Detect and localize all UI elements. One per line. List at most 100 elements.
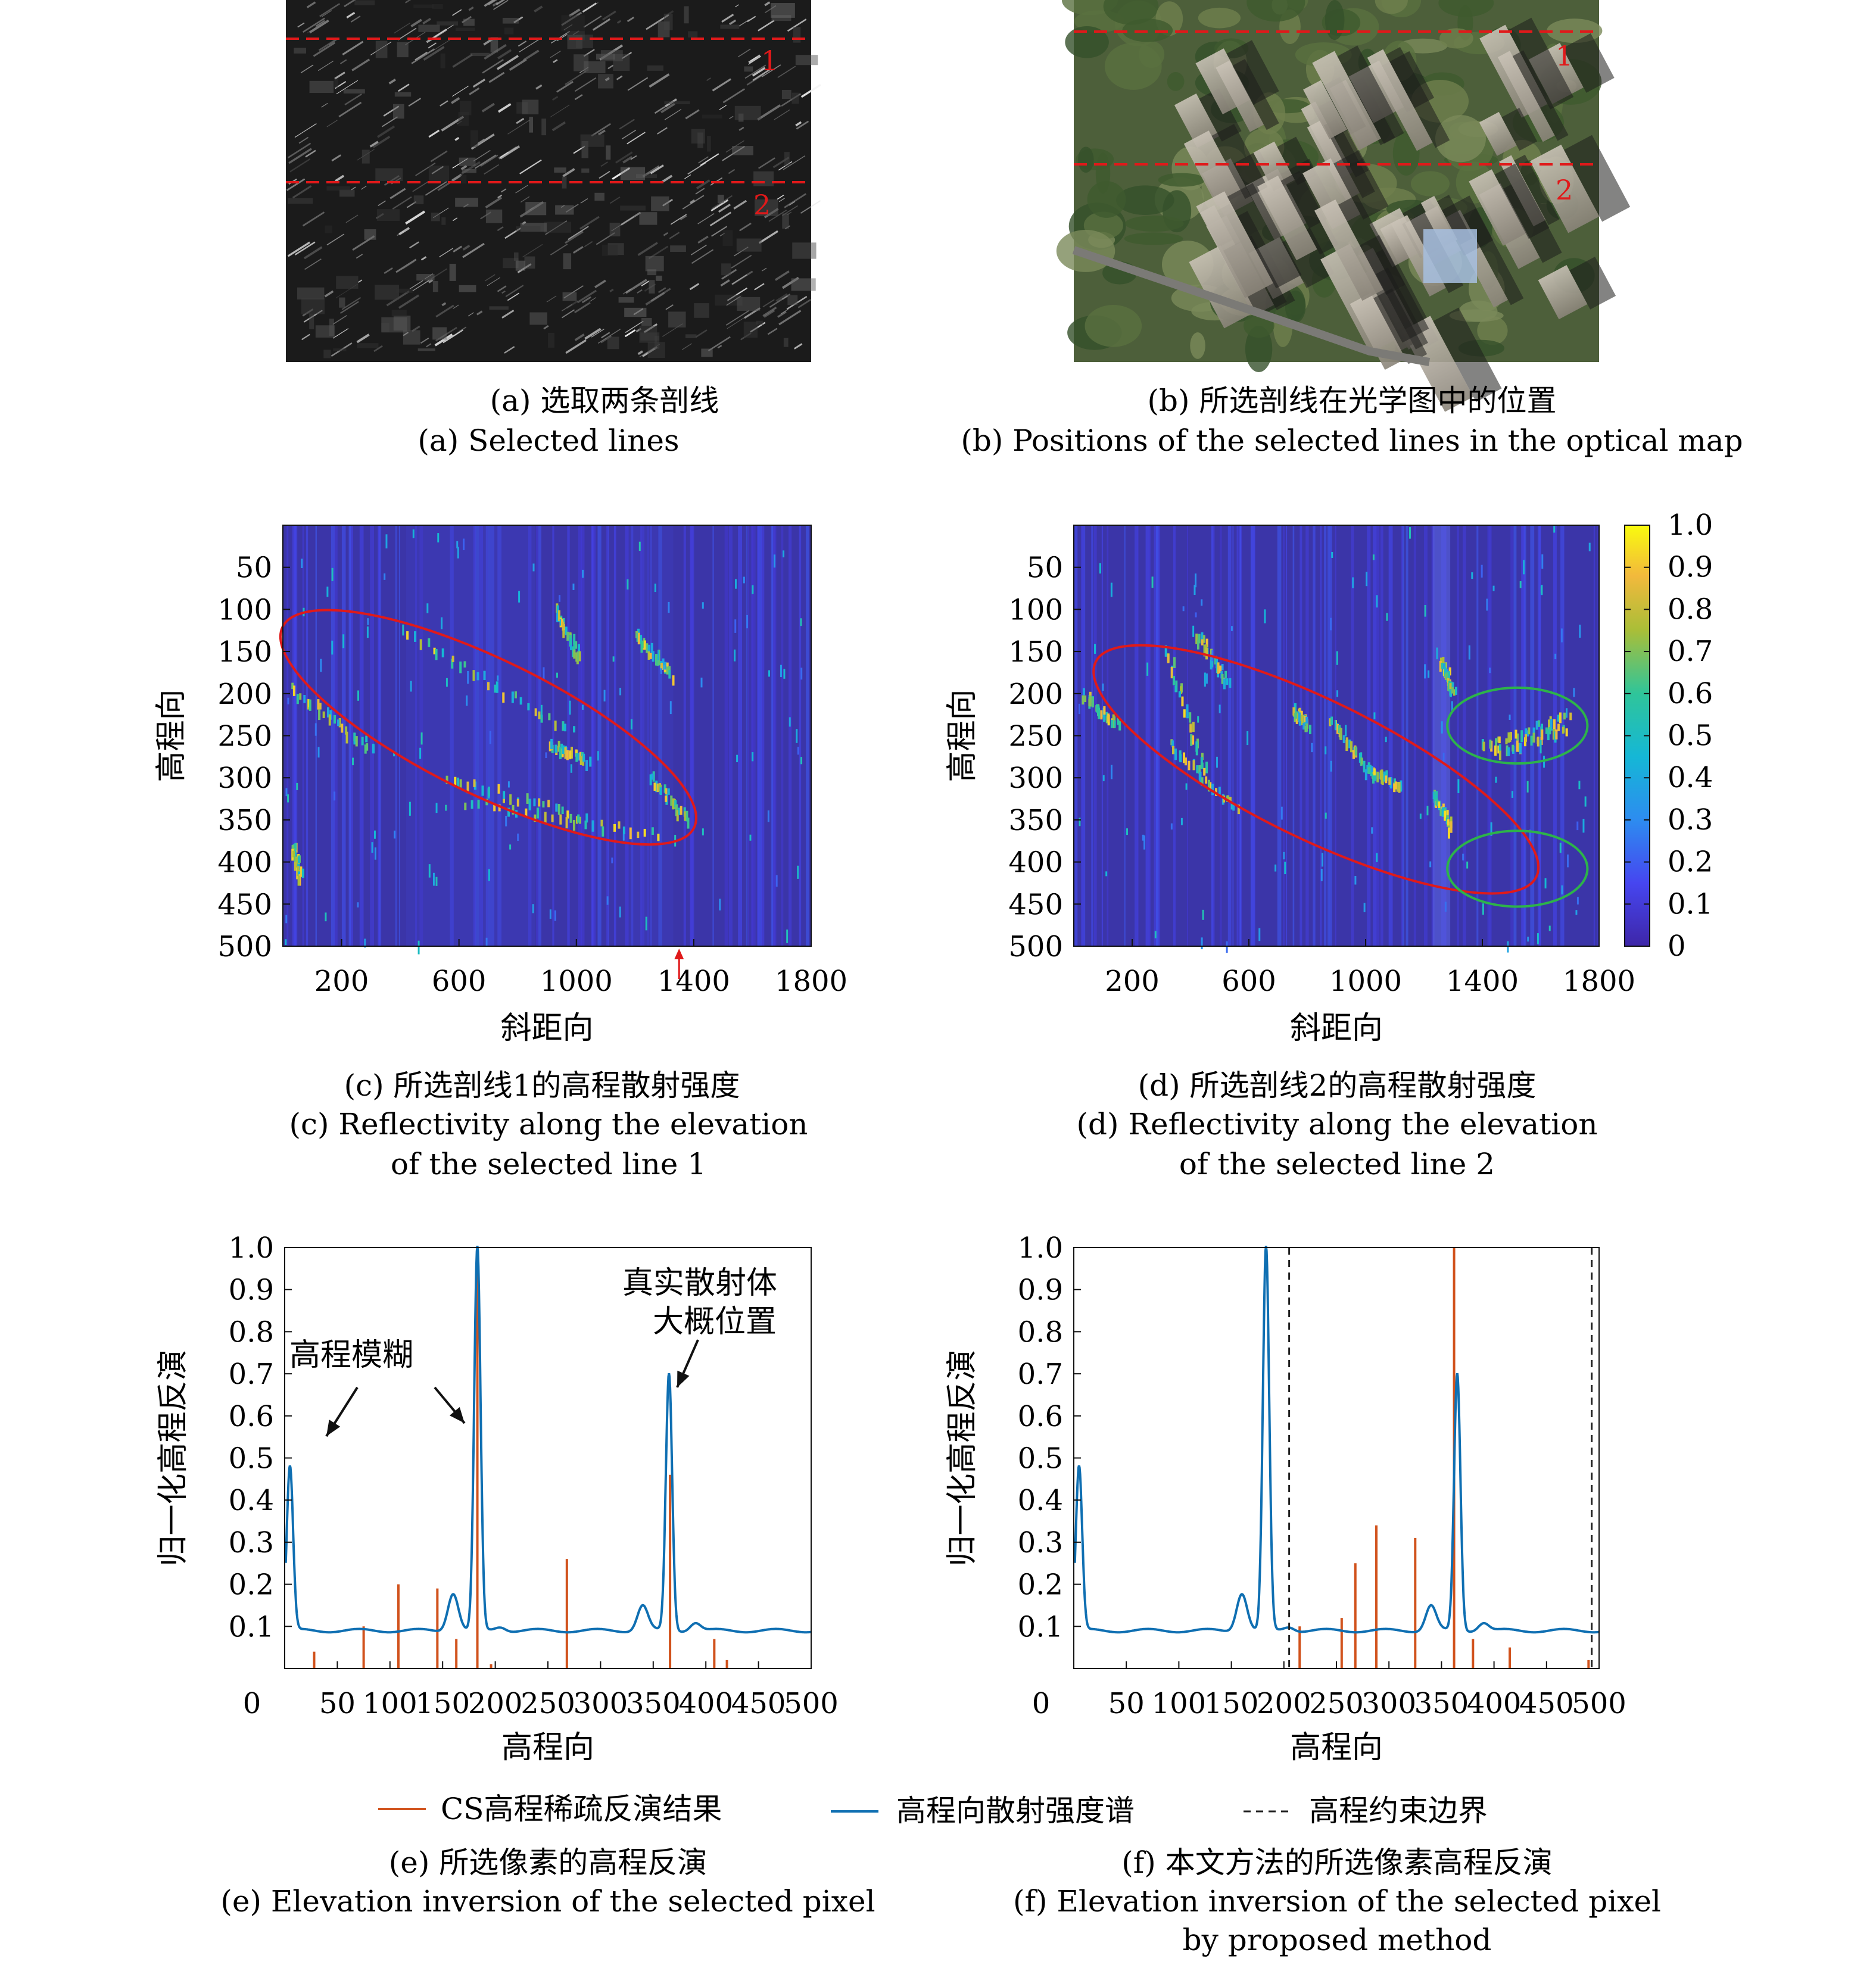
sar-patch xyxy=(771,3,795,18)
scatter-point xyxy=(557,610,560,621)
sar-patch xyxy=(791,278,816,291)
sar-patch xyxy=(620,167,646,180)
scatter-point xyxy=(1367,767,1370,774)
building-shadow xyxy=(1386,46,1450,148)
scatter-point xyxy=(1186,712,1189,719)
sar-speckle xyxy=(287,241,311,257)
scatter-point xyxy=(1192,722,1195,732)
sar-speckle xyxy=(322,10,332,17)
y-tick-label: 0.4 xyxy=(229,1484,274,1517)
scatter-point xyxy=(317,699,320,710)
sar-speckle xyxy=(360,185,367,190)
scatter-point xyxy=(1371,827,1373,834)
sar-patch xyxy=(743,322,758,338)
scatter-point xyxy=(297,866,300,877)
sar-patch xyxy=(440,53,445,68)
scatter-point xyxy=(1154,931,1157,938)
scatter-point xyxy=(357,902,359,907)
y-tick-label: 450 xyxy=(1008,888,1063,921)
sar-speckle xyxy=(453,245,463,253)
sar-speckle xyxy=(654,106,666,114)
sar-speckle xyxy=(695,329,708,338)
sar-patch xyxy=(515,260,526,271)
sar-speckle xyxy=(722,88,745,104)
building xyxy=(1469,169,1526,246)
scatter-point xyxy=(1173,657,1176,668)
scatter-point xyxy=(575,641,578,649)
scatter-point xyxy=(1451,701,1453,713)
x-tick-label: 350 xyxy=(626,1687,681,1720)
sar-speckle xyxy=(619,118,635,130)
x-axis-label: 斜距向 xyxy=(1290,1010,1383,1046)
building xyxy=(1253,141,1295,191)
scatter-point xyxy=(783,669,786,679)
scatter-point xyxy=(445,804,447,811)
heatmap-stripe xyxy=(1158,525,1161,946)
heatmap-stripe xyxy=(647,525,649,946)
scatter-point xyxy=(1449,683,1452,690)
scatter-point xyxy=(1221,673,1224,684)
scatter-point xyxy=(660,668,662,675)
sar-speckle xyxy=(690,199,696,204)
sar-patch xyxy=(375,168,403,181)
scatter-point xyxy=(570,747,573,759)
sar-speckle xyxy=(777,194,784,200)
scatter-point xyxy=(1559,712,1562,723)
scatter-point xyxy=(672,675,675,686)
scatter-point xyxy=(735,579,737,589)
scatter-point xyxy=(1544,878,1547,888)
sar-speckle xyxy=(750,56,758,61)
scatter-point xyxy=(483,670,486,681)
sar-speckle xyxy=(622,129,637,139)
sar-speckle xyxy=(550,104,570,118)
scatter-point xyxy=(1201,937,1203,950)
sar-patch xyxy=(458,112,469,126)
sar-speckle xyxy=(729,19,737,26)
panel-d: (d) 所选剖线2的高程散射强度 (d) Reflectivity along … xyxy=(945,525,1635,1181)
scatter-point xyxy=(1494,746,1497,756)
scatter-point xyxy=(1298,712,1301,722)
sar-patch xyxy=(490,37,498,53)
sar-patch xyxy=(647,65,663,71)
scatter-point xyxy=(328,714,331,726)
x-tick-label: 50 xyxy=(1108,1687,1145,1720)
scatter-point xyxy=(1526,730,1529,737)
scatter-point xyxy=(464,802,467,810)
sar-speckle xyxy=(717,345,722,349)
sar-patch xyxy=(529,312,547,325)
scatter-point xyxy=(1305,716,1308,723)
scatter-point xyxy=(547,800,550,807)
sar-speckle xyxy=(338,101,362,118)
scatter-point xyxy=(1283,852,1285,860)
x-tick-label: 350 xyxy=(1414,1687,1469,1720)
colorbar-tick-label: 0 xyxy=(1668,930,1686,963)
scatter-point xyxy=(789,717,791,727)
scatter-point xyxy=(719,899,721,911)
sar-patch xyxy=(734,105,761,120)
scatter-point xyxy=(1352,750,1355,759)
scatter-point xyxy=(656,659,659,666)
scatter-point xyxy=(796,729,798,743)
scatter-point xyxy=(649,653,652,659)
scatter-point xyxy=(1146,662,1149,676)
scatter-point xyxy=(564,723,567,732)
sar-speckle xyxy=(394,23,410,34)
scatter-point xyxy=(1329,718,1332,726)
scatter-point xyxy=(768,670,771,677)
sar-patch xyxy=(455,198,478,207)
scatter-point xyxy=(1096,704,1099,713)
sar-patch xyxy=(618,297,634,303)
sar-speckle xyxy=(476,310,483,316)
scatter-point xyxy=(296,694,299,704)
y-tick-label: 0.5 xyxy=(1018,1442,1063,1476)
heatmap-stripe xyxy=(450,525,454,946)
caption-c-en-2: of the selected line 1 xyxy=(391,1147,706,1181)
heatmap-stripe xyxy=(1539,525,1541,946)
annotation-real-scatterer-2: 大概位置 xyxy=(653,1304,777,1340)
sar-speckle xyxy=(288,148,312,164)
sar-speckle xyxy=(440,100,448,107)
heatmap-stripe xyxy=(1593,525,1595,946)
scatter-point xyxy=(800,618,802,626)
scatter-point xyxy=(1107,713,1110,723)
heatmap-stripe xyxy=(1457,525,1459,946)
